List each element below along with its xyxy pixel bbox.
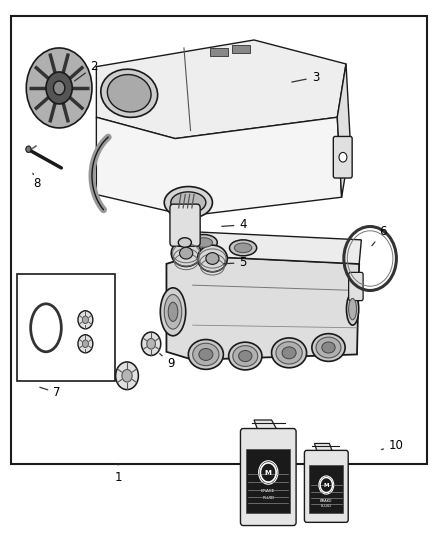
Ellipse shape <box>312 334 345 361</box>
Ellipse shape <box>239 351 252 361</box>
Circle shape <box>26 48 92 128</box>
Ellipse shape <box>188 340 223 369</box>
FancyBboxPatch shape <box>304 450 348 522</box>
Text: 2: 2 <box>74 60 98 81</box>
Polygon shape <box>254 420 278 432</box>
Circle shape <box>122 369 132 382</box>
Ellipse shape <box>171 240 201 266</box>
Ellipse shape <box>322 342 335 353</box>
Circle shape <box>78 335 93 353</box>
Polygon shape <box>314 443 333 453</box>
Ellipse shape <box>206 253 219 264</box>
Text: BRAKE: BRAKE <box>320 499 333 503</box>
Polygon shape <box>337 64 350 197</box>
Bar <box>232 45 250 53</box>
Circle shape <box>319 476 334 494</box>
Bar <box>246 449 290 513</box>
Ellipse shape <box>282 347 296 359</box>
Circle shape <box>339 152 347 162</box>
Text: 7: 7 <box>40 386 61 399</box>
Ellipse shape <box>229 342 262 370</box>
Ellipse shape <box>316 337 341 358</box>
Polygon shape <box>96 117 342 216</box>
Text: FLUID: FLUID <box>262 496 274 500</box>
Text: M: M <box>265 470 272 475</box>
Ellipse shape <box>272 338 307 368</box>
Ellipse shape <box>234 243 252 253</box>
Text: M: M <box>324 482 329 488</box>
Circle shape <box>46 72 72 104</box>
Polygon shape <box>96 40 346 139</box>
Ellipse shape <box>180 247 193 259</box>
Polygon shape <box>193 232 361 264</box>
Text: 1: 1 <box>114 464 122 483</box>
Text: BRAKE: BRAKE <box>261 489 276 492</box>
Ellipse shape <box>193 343 219 366</box>
Ellipse shape <box>195 238 212 247</box>
Bar <box>11 16 427 464</box>
Circle shape <box>258 461 278 484</box>
Circle shape <box>78 311 93 329</box>
Circle shape <box>147 338 155 349</box>
Circle shape <box>82 340 88 348</box>
Ellipse shape <box>164 187 212 219</box>
Bar <box>309 465 343 513</box>
Circle shape <box>82 316 88 324</box>
Ellipse shape <box>349 298 357 320</box>
Ellipse shape <box>190 235 217 251</box>
Ellipse shape <box>276 342 302 364</box>
Text: FLUID: FLUID <box>321 504 332 508</box>
FancyBboxPatch shape <box>170 204 200 246</box>
Ellipse shape <box>101 69 158 117</box>
Polygon shape <box>166 256 359 360</box>
Text: 8: 8 <box>33 173 41 190</box>
Ellipse shape <box>107 75 151 112</box>
Ellipse shape <box>168 302 178 321</box>
Circle shape <box>26 146 31 152</box>
Ellipse shape <box>230 240 257 256</box>
Ellipse shape <box>346 293 359 325</box>
Bar <box>210 48 228 56</box>
Circle shape <box>116 362 138 390</box>
Ellipse shape <box>198 245 227 272</box>
FancyBboxPatch shape <box>240 429 296 526</box>
Ellipse shape <box>199 349 213 360</box>
Ellipse shape <box>164 294 182 329</box>
Circle shape <box>141 332 161 356</box>
Text: 3: 3 <box>292 71 319 84</box>
Bar <box>17 274 115 381</box>
Ellipse shape <box>233 345 258 367</box>
Text: 9: 9 <box>160 353 175 370</box>
Text: 4: 4 <box>222 219 247 231</box>
Ellipse shape <box>160 288 186 336</box>
Text: 10: 10 <box>381 439 404 451</box>
Circle shape <box>53 81 65 95</box>
FancyBboxPatch shape <box>349 272 363 301</box>
Text: 6: 6 <box>372 225 387 246</box>
Ellipse shape <box>178 238 191 247</box>
Ellipse shape <box>171 192 206 213</box>
FancyBboxPatch shape <box>333 136 352 178</box>
Text: 5: 5 <box>224 256 247 269</box>
